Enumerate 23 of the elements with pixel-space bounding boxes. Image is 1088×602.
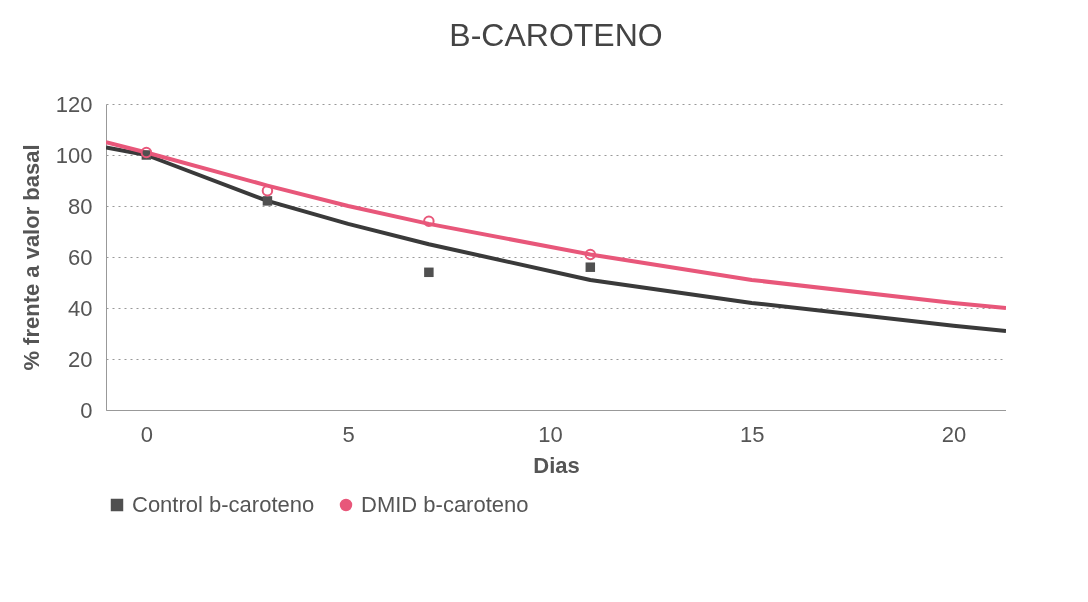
y-tick-label: 40 xyxy=(68,295,93,321)
legend-label: Control b-caroteno xyxy=(132,492,315,517)
x-tick-label: 10 xyxy=(538,421,563,447)
x-tick-label: 20 xyxy=(941,421,967,447)
point xyxy=(424,267,434,278)
legend-label: DMID b-caroteno xyxy=(361,492,529,517)
x-tick-label: 5 xyxy=(342,421,355,447)
point xyxy=(584,248,597,261)
y-tick-label: 80 xyxy=(68,193,93,219)
chart-title: B-CAROTENO xyxy=(449,17,663,53)
point xyxy=(262,196,273,206)
y-tick-label: 60 xyxy=(68,244,93,270)
x-tick-label: 15 xyxy=(740,421,765,447)
y-tick-label: 20 xyxy=(68,346,93,372)
point xyxy=(140,146,153,159)
y-axis-title: % frente a valor basal xyxy=(18,144,44,371)
y-tick-label: 100 xyxy=(55,142,93,168)
point xyxy=(585,262,596,272)
y-tick-label: 120 xyxy=(55,91,93,117)
y-tick-label: 0 xyxy=(80,397,93,423)
point xyxy=(423,215,435,228)
x-axis-title: Dias xyxy=(533,452,580,478)
x-tick-label: 0 xyxy=(140,421,153,447)
